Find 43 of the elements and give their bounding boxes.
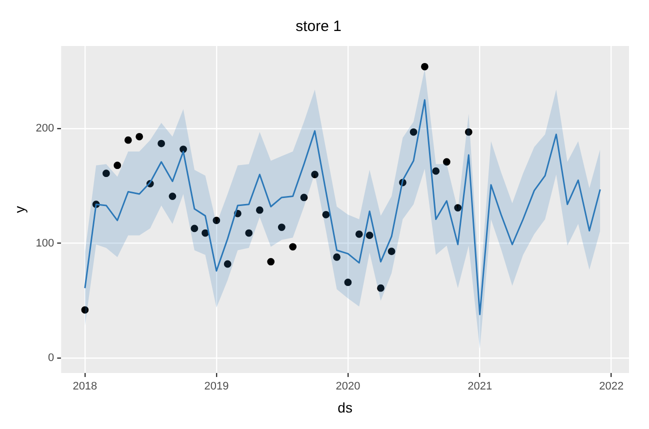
x-tick-label: 2022: [599, 380, 624, 393]
y-tick-label: 200: [36, 122, 54, 135]
point: [300, 194, 308, 202]
point: [454, 204, 462, 212]
point: [158, 140, 166, 148]
point: [432, 167, 440, 175]
point: [224, 260, 232, 268]
point: [464, 128, 472, 136]
point: [278, 224, 286, 231]
x-axis-title: ds: [338, 399, 352, 416]
point: [289, 243, 297, 250]
point: [81, 306, 89, 314]
x-tick-label: 2020: [336, 380, 360, 393]
point: [136, 132, 144, 140]
x-tick-label: 2021: [468, 380, 492, 393]
point: [168, 192, 176, 200]
point: [355, 230, 363, 238]
point: [180, 146, 187, 153]
chart-title: store 1: [296, 18, 342, 36]
y-axis-title: y: [11, 206, 28, 213]
point: [442, 158, 450, 166]
point: [388, 248, 396, 256]
point: [333, 253, 340, 261]
point: [267, 258, 275, 266]
point: [124, 136, 132, 144]
point: [114, 162, 122, 170]
point: [311, 170, 319, 178]
point: [212, 216, 220, 224]
point: [256, 206, 264, 214]
y-tick-label: 100: [36, 237, 54, 250]
point: [245, 229, 253, 237]
point: [377, 284, 384, 292]
point: [202, 229, 209, 237]
point: [102, 170, 110, 178]
x-tick-label: 2019: [204, 380, 229, 393]
point: [190, 224, 198, 232]
point: [421, 62, 428, 70]
point: [344, 278, 352, 286]
x-tick-label: 2018: [72, 380, 98, 393]
point: [366, 232, 374, 240]
y-tick-label: 0: [48, 352, 54, 364]
point: [322, 210, 330, 218]
point: [410, 128, 418, 136]
